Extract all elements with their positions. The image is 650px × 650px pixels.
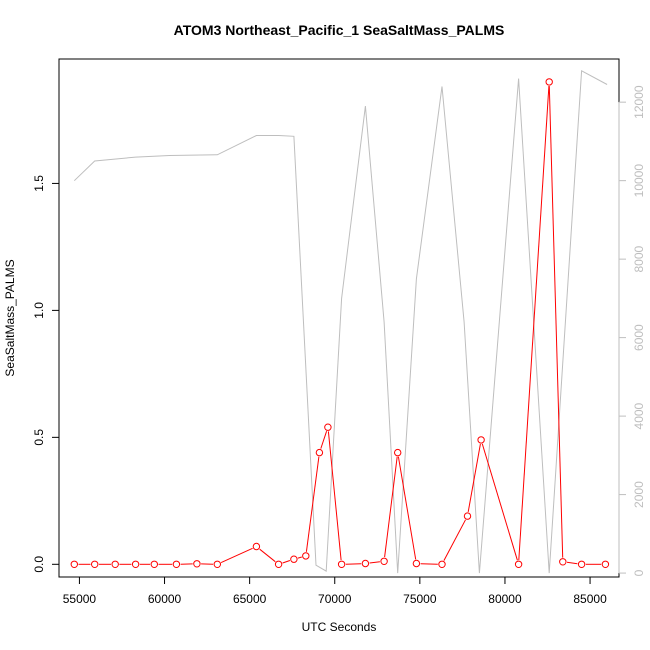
- series-1-segment: [305, 456, 320, 552]
- series-1-segment: [384, 456, 398, 558]
- series-1-point: [315, 448, 324, 457]
- x-tick-label: 85000: [573, 592, 607, 606]
- series-1-segment: [420, 563, 438, 565]
- series-1-segment: [327, 431, 342, 561]
- series-1-point: [394, 448, 402, 457]
- x-tick-label: 60000: [148, 592, 182, 606]
- x-axis-label: UTC Seconds: [302, 620, 377, 634]
- y2-tick-label: 2000: [632, 481, 646, 508]
- series-1-point: [302, 552, 310, 560]
- series-1-point: [70, 560, 79, 568]
- series-1-segment: [282, 560, 291, 564]
- series-1-point: [131, 560, 140, 568]
- x-axis: 55000 60000 65000 70000 75000 80000 85000: [63, 576, 607, 606]
- series-1-segment: [320, 431, 328, 449]
- series-1-segment: [566, 561, 578, 565]
- y2-tick-label: 6000: [632, 324, 646, 351]
- series-1-segment: [467, 443, 481, 512]
- x-tick-label: 70000: [318, 592, 352, 606]
- series-1-point: [111, 560, 119, 568]
- x-tick-label: 80000: [488, 592, 522, 606]
- series-1-layer: [70, 78, 610, 568]
- series-1-segment: [345, 563, 362, 565]
- series-1-point: [545, 78, 553, 86]
- x-tick-label: 65000: [233, 592, 267, 606]
- series-1-segment: [220, 547, 253, 564]
- y-tick-label: 0.5: [32, 429, 46, 446]
- y-tick-label: 1.0: [32, 302, 46, 319]
- series-1-point: [577, 560, 586, 568]
- series-1-point: [91, 560, 99, 568]
- y-axis-label: SeaSaltMass_PALMS: [3, 259, 17, 376]
- series-1-point: [213, 560, 222, 568]
- series-1-segment: [481, 443, 518, 561]
- series-1-point: [193, 560, 201, 568]
- y-axis-left: 0.0 0.5 1.0 1.5: [32, 175, 60, 573]
- x-tick-label: 75000: [403, 592, 437, 606]
- series-1-point: [559, 558, 567, 566]
- chart-title: ATOM3 Northeast_Pacific_1 SeaSaltMass_PA…: [174, 22, 505, 38]
- plot-frame: [58, 58, 620, 578]
- series-1-segment: [548, 86, 564, 558]
- y2-tick-label: 12000: [632, 85, 646, 119]
- series-1-segment: [259, 548, 276, 563]
- series-1-point: [361, 559, 370, 568]
- series-1-segment: [297, 556, 302, 559]
- series-1-point: [337, 560, 346, 568]
- series-1-point: [412, 559, 421, 568]
- series-1-point: [601, 560, 610, 568]
- series-1-point: [438, 560, 446, 568]
- y2-tick-label: 4000: [632, 402, 646, 429]
- series-1-point: [274, 560, 283, 568]
- series-1-point: [290, 555, 298, 563]
- series-1-segment: [369, 561, 380, 564]
- series-1-segment: [443, 519, 466, 561]
- y2-tick-label: 0: [632, 569, 646, 576]
- y2-tick-label: 10000: [632, 164, 646, 198]
- series-1-segment: [518, 85, 550, 561]
- x-tick-label: 55000: [63, 592, 97, 606]
- series-1-point: [514, 560, 523, 568]
- series-1-point: [380, 557, 388, 565]
- series-1-point: [477, 436, 485, 444]
- series-1-point: [172, 560, 181, 568]
- y-tick-label: 1.5: [32, 175, 46, 192]
- series-2-line: [73, 69, 608, 574]
- series-1-segment: [397, 456, 417, 560]
- series-1-point: [324, 423, 332, 431]
- y2-tick-label: 8000: [632, 245, 646, 272]
- series-1-point: [463, 512, 472, 520]
- y-axis-right: 0 2000 4000 6000 8000 10000 12000: [618, 85, 646, 576]
- y-tick-label: 0.0: [32, 556, 46, 573]
- series-2-layer: [73, 69, 608, 574]
- series-1-point: [252, 542, 261, 551]
- series-1-point: [150, 560, 159, 568]
